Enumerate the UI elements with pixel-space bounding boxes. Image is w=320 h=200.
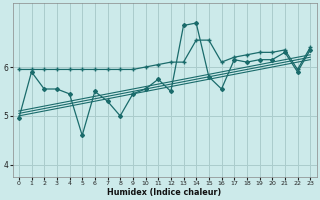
X-axis label: Humidex (Indice chaleur): Humidex (Indice chaleur) — [108, 188, 222, 197]
